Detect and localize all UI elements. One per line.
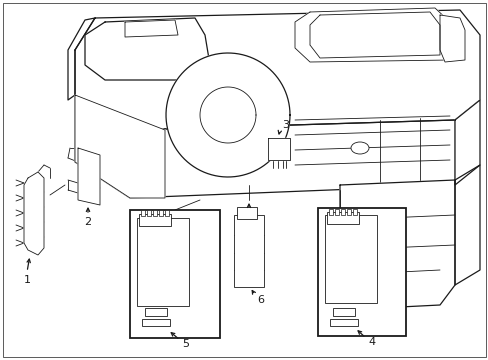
Polygon shape [125,20,178,37]
Polygon shape [439,15,464,62]
Text: 4: 4 [367,337,375,347]
Bar [352,209,356,215]
Polygon shape [454,165,479,285]
Polygon shape [294,8,449,62]
Bar [346,209,350,215]
Text: 2: 2 [84,217,91,227]
Bar [234,215,264,287]
Bar [332,308,354,316]
Text: 5: 5 [182,339,189,349]
Bar [326,212,358,224]
Polygon shape [75,95,454,198]
Bar [237,207,257,219]
Polygon shape [24,172,44,255]
Text: 6: 6 [257,295,264,305]
Polygon shape [309,12,439,58]
Text: 1: 1 [23,275,30,285]
Text: 3: 3 [282,120,289,130]
Polygon shape [339,180,454,310]
Bar [317,208,405,336]
Bar [325,215,376,303]
Bar [139,214,171,226]
Bar [130,210,220,338]
Polygon shape [85,18,209,80]
Bar [334,209,338,215]
Polygon shape [75,10,479,130]
Polygon shape [75,95,164,198]
Polygon shape [68,18,95,100]
Bar [329,319,357,326]
Ellipse shape [350,142,368,154]
Bar [153,210,157,216]
Polygon shape [78,148,100,205]
Bar [340,209,345,215]
Bar [142,319,170,326]
Bar [137,218,189,306]
Bar [147,210,151,216]
Bar [164,210,169,216]
Polygon shape [454,100,479,185]
Polygon shape [166,53,289,177]
Bar [141,210,145,216]
Bar [328,209,332,215]
Bar [159,210,163,216]
Polygon shape [267,138,289,160]
Bar [145,308,167,316]
